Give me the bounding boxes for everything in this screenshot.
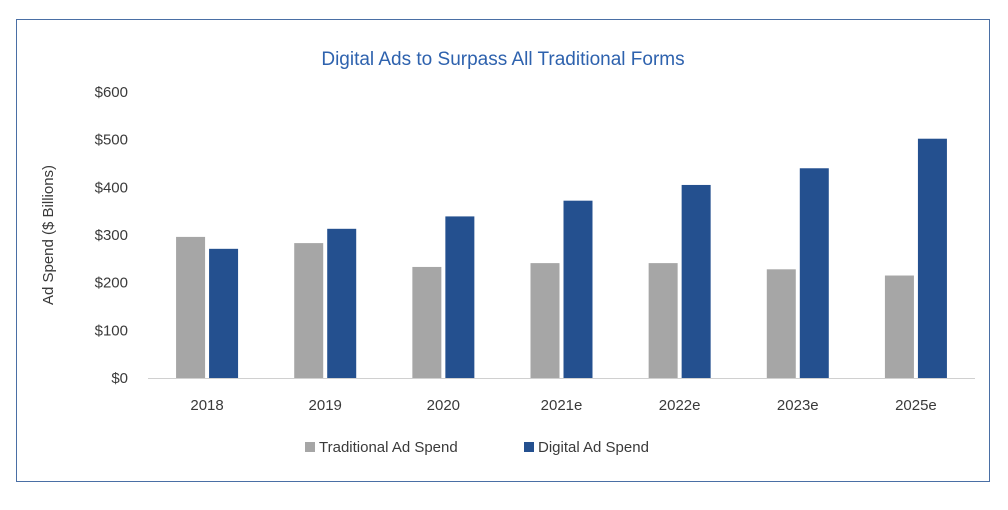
bar-digital-2020 [445,216,475,378]
bars [176,138,947,378]
x-tick-label: 2023e [777,397,819,414]
y-tick-label: $100 [95,322,128,339]
x-tick-label: 2019 [309,397,342,414]
bar-digital-2022e [681,184,711,378]
legend-swatch-digital [524,442,534,452]
y-axis-label: Ad Spend ($ Billions) [40,165,57,305]
legend: Traditional Ad Spend Digital Ad Spend [305,439,649,456]
x-axis-ticks: 2018 2019 2020 2021e 2022e 2023e 2025e [190,397,936,414]
x-tick-label: 2022e [659,397,701,414]
bar-traditional-2022e [648,263,678,378]
legend-label-traditional: Traditional Ad Spend [319,439,458,456]
x-tick-label: 2021e [541,397,583,414]
y-tick-label: $400 [95,179,128,196]
x-tick-label: 2020 [427,397,460,414]
y-axis-ticks: $0 $100 $200 $300 $400 $500 $600 [95,84,128,387]
x-tick-label: 2025e [895,397,937,414]
x-tick-label: 2018 [190,397,223,414]
bar-digital-2018 [209,248,239,378]
bar-digital-2019 [327,228,357,378]
y-tick-label: $0 [111,370,128,387]
y-tick-label: $500 [95,132,128,149]
bar-digital-2023e [799,168,829,378]
bar-traditional-2021e [530,263,560,378]
bar-traditional-2019 [294,243,324,378]
bar-traditional-2023e [766,269,796,378]
bar-digital-2025e [917,138,947,378]
y-tick-label: $300 [95,227,128,244]
y-tick-label: $600 [95,84,128,101]
legend-swatch-traditional [305,442,315,452]
chart-title: Digital Ads to Surpass All Traditional F… [321,49,684,70]
bar-digital-2021e [563,200,593,378]
bar-traditional-2018 [176,236,206,378]
legend-label-digital: Digital Ad Spend [538,439,649,456]
bar-traditional-2020 [412,266,442,378]
bar-traditional-2025e [884,275,914,378]
y-tick-label: $200 [95,275,128,292]
